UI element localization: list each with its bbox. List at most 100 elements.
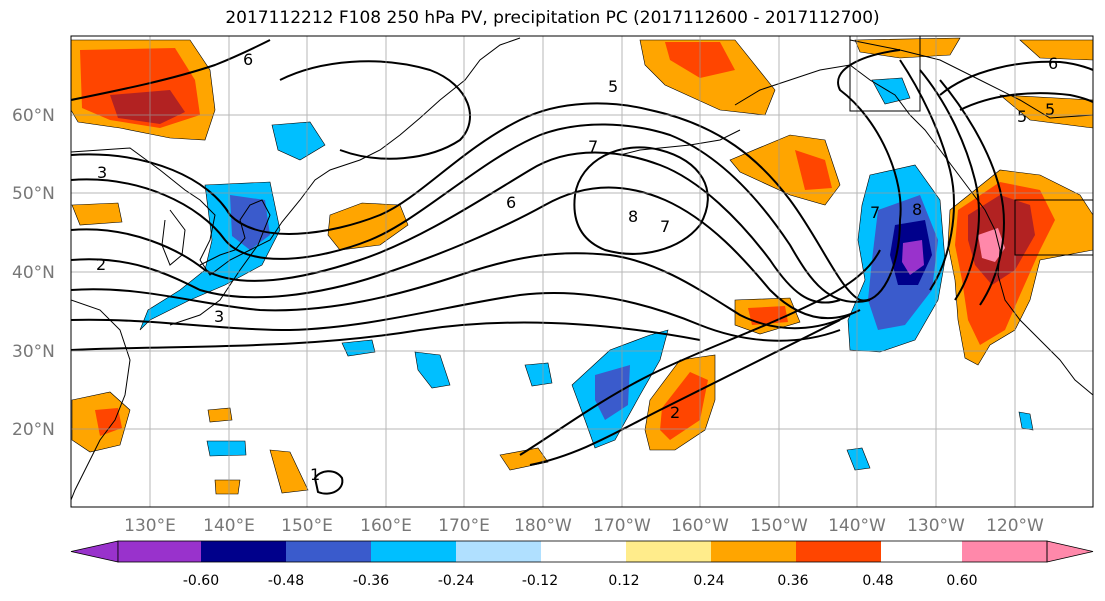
lon-label: 150°W — [750, 516, 808, 536]
lon-label: 160°E — [360, 516, 412, 536]
pv-label: 8 — [628, 207, 638, 226]
colorbar-tick-label: 0.36 — [777, 573, 808, 589]
negative-blob-1 — [271, 121, 326, 161]
pv-northeast-ridge — [939, 60, 1093, 96]
extreme-negative-northeast-pacific — [902, 240, 924, 275]
pv-closed-high — [573, 146, 709, 255]
graticule — [71, 36, 1093, 507]
colorbar-swatch — [118, 541, 201, 562]
pv-arctic-loop — [279, 60, 471, 160]
korea-coastline — [161, 209, 186, 266]
pv-label: 3 — [97, 163, 107, 182]
lat-label: 30°N — [12, 342, 55, 362]
negative-blob-8 — [1018, 411, 1034, 431]
positive-blob-2 — [71, 202, 123, 226]
pv-asia-low — [71, 39, 271, 101]
figure-title: 2017112212 F108 250 hPa PV, precipitatio… — [225, 8, 880, 28]
pv-contour-2 — [71, 123, 871, 303]
pv-pacific-nw-trough — [899, 59, 955, 291]
pv-label: 5 — [1017, 107, 1027, 126]
pv-label: 7 — [660, 217, 670, 236]
pv-labels: 3 2 6 5 7 6 8 7 8 5 6 5 7 2 1 3 — [96, 50, 1058, 484]
pv-label: 6 — [506, 193, 516, 212]
positive-blob-west-pacific — [327, 202, 409, 251]
lat-label: 20°N — [12, 420, 55, 440]
pv-label: 8 — [912, 200, 922, 219]
colorbar-swatch — [541, 541, 626, 562]
alaska-coastline — [734, 64, 1093, 396]
colorbar-swatch — [456, 541, 541, 562]
pv-label: 2 — [670, 403, 680, 422]
pv-pacific-nw-trough-3 — [939, 79, 1005, 306]
pv-contour-4 — [71, 186, 861, 320]
positive-blob-12 — [1019, 39, 1093, 61]
pv-label: 2 — [96, 255, 106, 274]
pv-contour-7 — [71, 321, 701, 351]
longitude-labels: 130°E 140°E 150°E 160°E 170°E 180°W 170°… — [124, 516, 1044, 536]
colorbar-tick-label: -0.24 — [438, 573, 474, 589]
pv-contour-3 — [71, 151, 841, 304]
positive-blob-4 — [269, 449, 309, 494]
colorbar-extend-high — [1046, 540, 1094, 563]
positive-blob-8-core — [748, 306, 788, 325]
colorbar-tick-label: -0.48 — [268, 573, 304, 589]
pv-label: 7 — [588, 137, 598, 156]
pv-subtropical-trough — [519, 249, 881, 456]
colorbar-swatch — [626, 541, 711, 562]
colorbar-tick-label: 0.24 — [693, 573, 724, 589]
lon-label: 140°W — [828, 516, 886, 536]
colorbar-swatch — [796, 541, 881, 562]
strong-negative-subtropical — [595, 365, 630, 420]
inset-boxes — [849, 36, 1093, 256]
lon-label: 160°W — [671, 516, 729, 536]
pv-label: 7 — [870, 203, 880, 222]
colorbar-swatch — [201, 541, 286, 562]
pv-label: 5 — [608, 77, 618, 96]
colorbar-frame — [117, 540, 1048, 563]
colorbar-swatch — [286, 541, 371, 562]
colorbar-tick-label: 0.12 — [608, 573, 639, 589]
pv-contour-outer — [71, 49, 902, 302]
colorbar-swatch — [371, 541, 456, 562]
pv-small-loop — [313, 470, 344, 495]
lon-label: 170°W — [593, 516, 651, 536]
positive-blob-13 — [999, 94, 1093, 129]
pv-label: 5 — [1045, 100, 1055, 119]
positive-blob-5 — [207, 407, 233, 423]
colorbar-tick-label: -0.36 — [353, 573, 389, 589]
colorbar — [70, 540, 1094, 563]
map-frame — [70, 35, 1094, 508]
pv-label: 6 — [243, 50, 253, 69]
lon-label: 150°E — [281, 516, 333, 536]
colorbar-swatch — [962, 541, 1047, 562]
latitude-labels: 60°N 50°N 40°N 30°N 20°N — [12, 106, 55, 440]
lon-label: 120°W — [986, 516, 1044, 536]
colorbar-extend-low — [70, 540, 119, 563]
pv-label: 3 — [214, 307, 224, 326]
colorbar-tick-label: 0.60 — [946, 573, 977, 589]
lat-label: 60°N — [12, 106, 55, 126]
pv-label: 6 — [1048, 54, 1058, 73]
lat-label: 40°N — [12, 263, 55, 283]
pv-pacific-nw-trough-2 — [919, 69, 980, 301]
pv-subtropical-trough-2 — [529, 319, 841, 466]
lat-label: 50°N — [12, 184, 55, 204]
colorbar-tick-label: 0.48 — [862, 573, 893, 589]
negative-blob-7 — [871, 77, 911, 105]
map-panel: 3 2 6 5 7 6 8 7 8 5 6 5 7 2 1 3 — [70, 35, 1094, 508]
lon-label: 180°W — [514, 516, 572, 536]
lon-label: 130°W — [907, 516, 965, 536]
extreme-positive-west-coast — [978, 228, 1005, 262]
negative-blob-3 — [414, 351, 451, 389]
strong-negative-japan — [230, 195, 270, 250]
pv-northeast-ridge-2 — [959, 92, 1093, 111]
colorbar-swatch — [711, 541, 796, 562]
lon-label: 130°E — [124, 516, 176, 536]
negative-blob-4 — [524, 362, 553, 387]
precip-anomaly-shading — [71, 37, 1093, 495]
negative-blob-5 — [206, 440, 247, 457]
colorbar-tick-labels: -0.60 -0.48 -0.36 -0.24 -0.12 0.12 0.24 … — [183, 573, 978, 589]
colorbar-tick-label: -0.12 — [522, 573, 558, 589]
positive-blob-6 — [214, 479, 241, 495]
